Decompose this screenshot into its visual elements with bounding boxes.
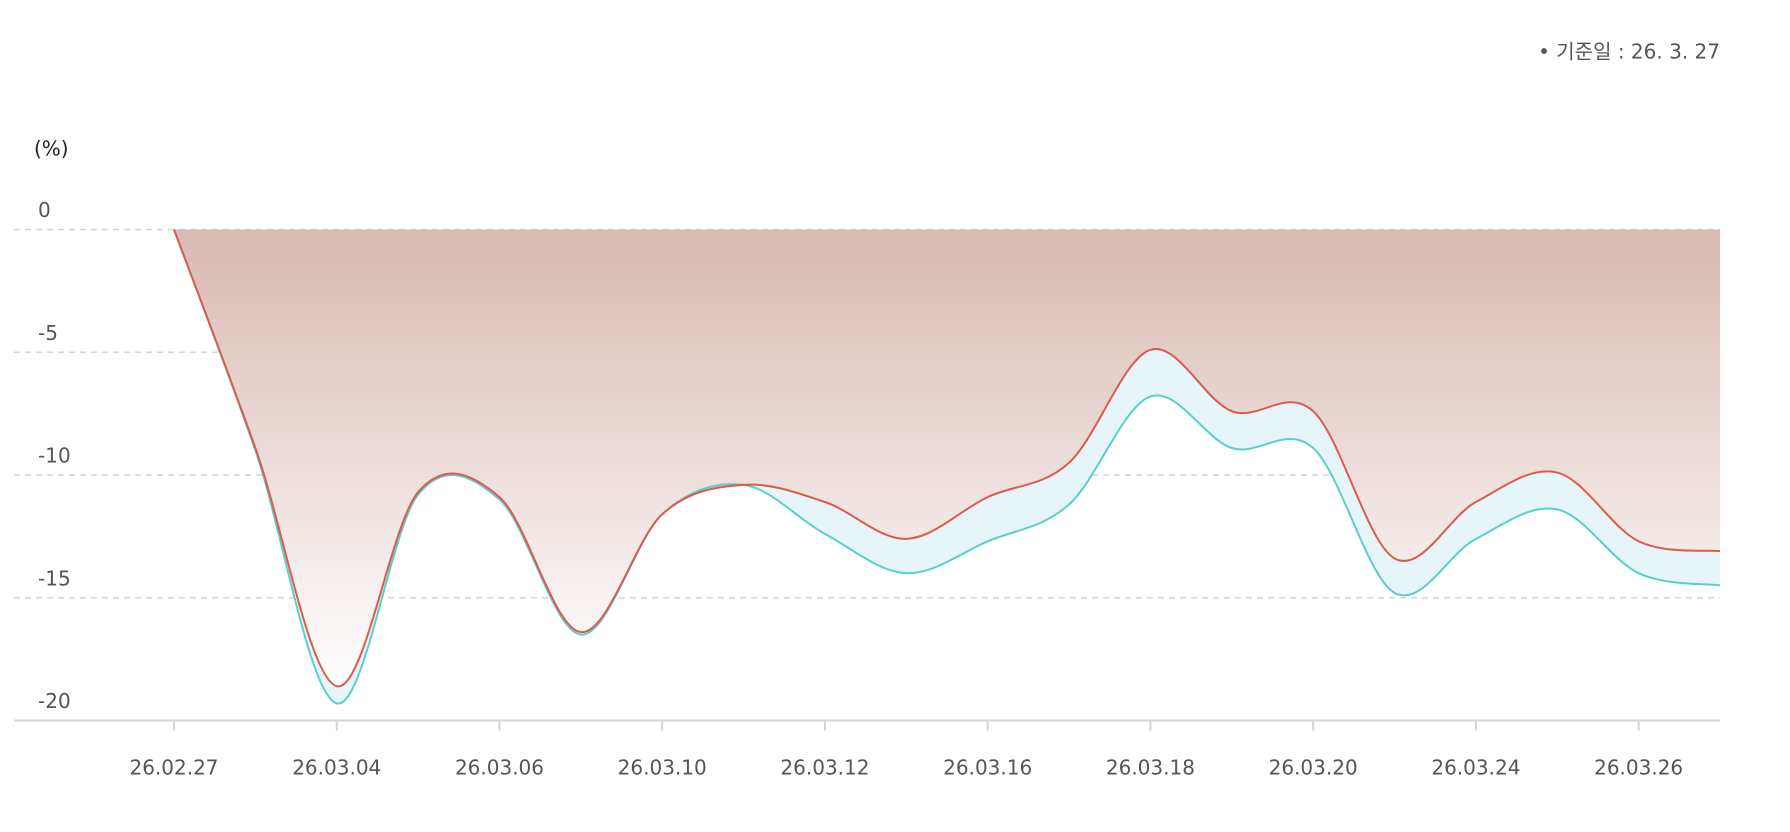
x-tick-label: 26.03.06 <box>455 756 544 780</box>
line <box>173 229 1721 688</box>
x-tick-label: 26.03.16 <box>943 756 1032 780</box>
x-tick-label: 26.03.12 <box>780 756 869 780</box>
y-tick-label: -5 <box>38 321 58 345</box>
y-unit: (%) <box>34 137 69 161</box>
x-tick-label: 26.03.20 <box>1269 756 1358 780</box>
area <box>174 229 1720 687</box>
x-tick-label: 26.02.27 <box>129 756 218 780</box>
note: • 기준일 : 26. 3. 27 <box>1538 40 1720 64</box>
x-tick-label: 26.03.10 <box>618 756 707 780</box>
y-tick-label: 0 <box>38 198 51 222</box>
x-tick-label: 26.03.24 <box>1431 756 1520 780</box>
x-tick-label: 26.03.04 <box>292 756 381 780</box>
x-tick-label: 26.03.18 <box>1106 756 1195 780</box>
line <box>173 229 1721 705</box>
y-tick-label: -10 <box>38 444 71 468</box>
y-tick-label: -20 <box>38 689 71 713</box>
x-tick-label: 26.03.26 <box>1594 756 1683 780</box>
y-tick-label: -15 <box>38 566 71 590</box>
